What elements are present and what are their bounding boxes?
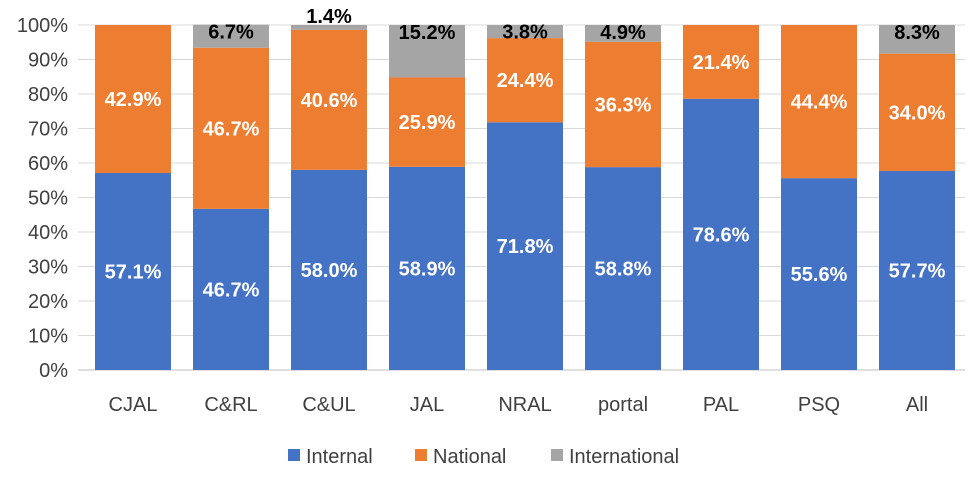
data-label: 25.9% bbox=[399, 112, 456, 134]
x-tick-label: NRAL bbox=[498, 394, 551, 416]
x-tick-label: portal bbox=[598, 394, 648, 416]
bar-international bbox=[487, 25, 563, 39]
x-tick-label: C&RL bbox=[204, 394, 257, 416]
bar-internal bbox=[781, 178, 857, 370]
y-tick-label: 80% bbox=[28, 84, 68, 106]
data-label: 1.4% bbox=[306, 6, 352, 28]
bar-national bbox=[389, 77, 465, 167]
y-tick-label: 50% bbox=[28, 188, 68, 210]
data-label: 15.2% bbox=[399, 22, 456, 44]
data-label: 42.9% bbox=[105, 89, 162, 111]
data-label: 58.8% bbox=[595, 259, 652, 281]
y-tick-label: 10% bbox=[28, 326, 68, 348]
bar-international bbox=[879, 25, 955, 54]
data-label: 55.6% bbox=[791, 264, 848, 286]
data-label: 21.4% bbox=[693, 52, 750, 74]
legend-label: Internal bbox=[306, 446, 373, 468]
legend-swatch-internal bbox=[288, 449, 300, 461]
bar-internal bbox=[487, 122, 563, 370]
bar-national bbox=[291, 29, 367, 170]
data-label: 24.4% bbox=[497, 70, 554, 92]
data-label: 8.3% bbox=[894, 22, 940, 44]
bar-internal bbox=[193, 208, 269, 370]
legend-swatch-national bbox=[415, 449, 427, 461]
x-tick-label: All bbox=[906, 394, 928, 416]
bar-internal bbox=[95, 173, 171, 370]
y-tick-label: 70% bbox=[28, 119, 68, 141]
data-label: 57.7% bbox=[889, 260, 946, 282]
data-label: 58.9% bbox=[399, 258, 456, 280]
x-tick-label: JAL bbox=[410, 394, 444, 416]
bar-national bbox=[95, 25, 171, 174]
data-label: 78.6% bbox=[693, 224, 750, 246]
x-tick-label: PAL bbox=[703, 394, 739, 416]
data-label: 40.6% bbox=[301, 90, 358, 112]
bar-international bbox=[585, 25, 661, 42]
bar-internal bbox=[585, 167, 661, 370]
x-tick-label: PSQ bbox=[798, 394, 840, 416]
data-label: 3.8% bbox=[502, 22, 548, 44]
y-tick-label: 30% bbox=[28, 257, 68, 279]
data-label: 58.0% bbox=[301, 260, 358, 282]
y-tick-label: 0% bbox=[39, 360, 68, 382]
bar-national bbox=[781, 25, 857, 179]
bar-national bbox=[585, 41, 661, 168]
y-tick-label: 60% bbox=[28, 153, 68, 175]
y-tick-label: 100% bbox=[17, 15, 68, 37]
bar-international bbox=[389, 25, 465, 78]
data-label: 6.7% bbox=[208, 22, 254, 44]
legend-label: International bbox=[569, 446, 679, 468]
y-tick-label: 20% bbox=[28, 291, 68, 313]
data-label: 34.0% bbox=[889, 102, 946, 124]
data-label: 46.7% bbox=[203, 279, 260, 301]
bar-national bbox=[879, 53, 955, 171]
data-label: 4.9% bbox=[600, 22, 646, 44]
bar-international bbox=[193, 24, 269, 48]
bar-international bbox=[291, 25, 367, 30]
y-tick-label: 90% bbox=[28, 50, 68, 72]
bar-internal bbox=[879, 170, 955, 370]
data-label: 46.7% bbox=[203, 118, 260, 140]
bar-internal bbox=[683, 98, 759, 370]
bar-internal bbox=[389, 166, 465, 370]
data-label: 71.8% bbox=[497, 236, 554, 258]
y-tick-label: 40% bbox=[28, 222, 68, 244]
x-tick-label: CJAL bbox=[109, 394, 158, 416]
x-tick-label: C&UL bbox=[302, 394, 355, 416]
bar-national bbox=[193, 47, 269, 209]
data-label: 57.1% bbox=[105, 262, 162, 284]
bar-national bbox=[683, 25, 759, 99]
data-label: 44.4% bbox=[791, 92, 848, 114]
bar-internal bbox=[291, 169, 367, 370]
legend-label: National bbox=[433, 446, 506, 468]
legend-swatch-international bbox=[551, 449, 563, 461]
bar-national bbox=[487, 38, 563, 123]
data-label: 36.3% bbox=[595, 95, 652, 117]
